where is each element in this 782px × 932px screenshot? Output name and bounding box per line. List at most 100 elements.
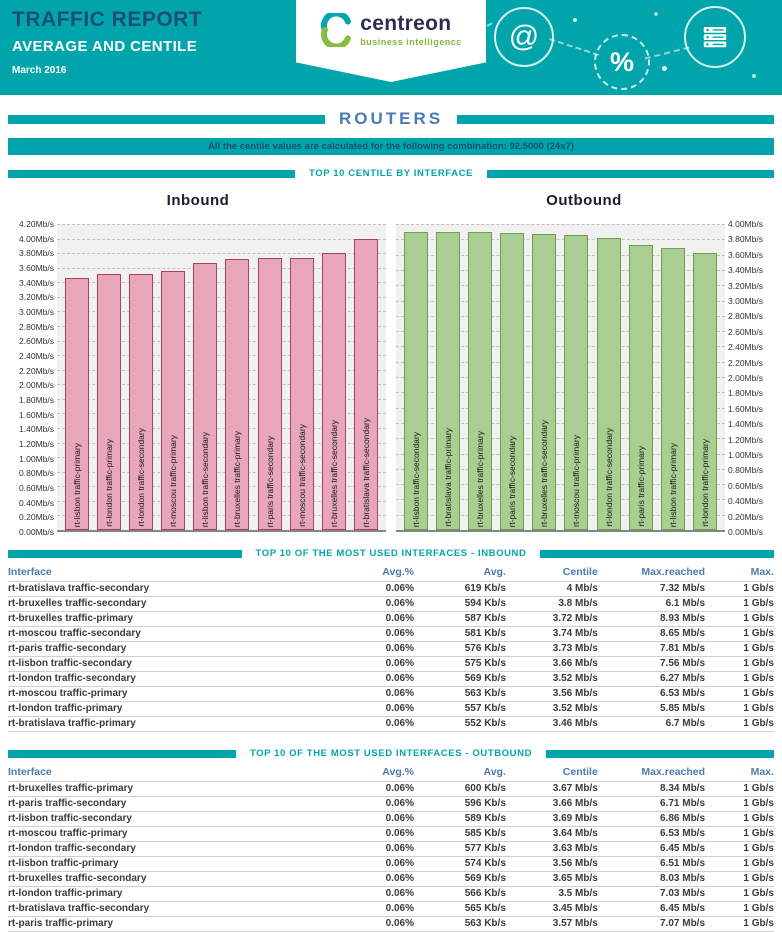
table-row: rt-moscou traffic-primary 0.06% 585 Kb/s 3.… xyxy=(8,826,774,842)
value-cell: 1 Gb/s xyxy=(705,871,774,887)
gridline xyxy=(396,331,725,333)
bar-outbound: rt-paris traffic-primary xyxy=(628,245,653,530)
bar-outbound: rt-bruxelles traffic-primary xyxy=(468,232,493,530)
value-cell: 1 Gb/s xyxy=(705,701,774,717)
bar-label: rt-paris traffic-primary xyxy=(635,446,646,527)
bar-label-wrap: rt-lisbon traffic-primary xyxy=(662,443,684,527)
heading-bar xyxy=(457,114,774,124)
value-cell: 0.06% xyxy=(345,901,414,917)
bar-label: rt-paris traffic-secondary xyxy=(264,435,275,527)
y-axis-label: 3.00Mb/s xyxy=(19,307,54,317)
bar-label-wrap: rt-moscou traffic-secondary xyxy=(291,424,313,527)
y-axis-label: 0.80Mb/s xyxy=(728,465,763,476)
value-cell: 7.81 Mb/s xyxy=(597,641,706,657)
server-icon xyxy=(684,6,746,68)
value-cell: 0.06% xyxy=(345,626,414,642)
gridline xyxy=(396,346,725,348)
gridline xyxy=(396,484,725,486)
value-cell: 589 Kb/s xyxy=(413,811,506,827)
value-cell: 3.72 Mb/s xyxy=(505,611,598,627)
routers-heading: ROUTERS xyxy=(8,109,774,129)
y-axis-label: 0.00Mb/s xyxy=(19,527,54,537)
y-axis: 4.20Mb/s 4.00Mb/s 3.80Mb/s 3.60Mb/s 3.40Mb/s… xyxy=(10,219,57,537)
report-header: TRAFFIC REPORT AVERAGE AND CENTILE March… xyxy=(0,0,782,95)
value-cell: 587 Kb/s xyxy=(413,611,506,627)
chart-title-inbound: Inbound xyxy=(166,192,230,209)
bar-outbound: rt-london traffic-secondary xyxy=(596,237,621,530)
y-axis-label: 0.60Mb/s xyxy=(728,480,763,491)
table-row: rt-bratislava traffic-secondary 0.06% 619 … xyxy=(8,581,774,597)
value-cell: 569 Kb/s xyxy=(413,671,506,687)
heading-bar xyxy=(487,169,775,178)
value-cell: 619 Kb/s xyxy=(413,581,506,597)
gridline xyxy=(57,253,386,255)
table-row: rt-lisbon traffic-secondary 0.06% 575 Kb/s… xyxy=(8,656,774,672)
outbound-table-title: TOP 10 OF THE MOST USED INTERFACES - OUT… xyxy=(249,748,533,759)
bar-outbound: rt-lisbon traffic-primary xyxy=(660,247,685,530)
value-cell: 566 Kb/s xyxy=(413,886,506,902)
column-header: Interface xyxy=(8,766,52,778)
column-header: Interface xyxy=(8,566,52,578)
column-header: Max.reached xyxy=(641,766,706,778)
value-cell: 552 Kb/s xyxy=(413,716,506,732)
y-axis-label: 4.20Mb/s xyxy=(19,219,54,229)
centreon-logo-text: centreon business intelligence xyxy=(360,13,462,47)
value-cell: 3.66 Mb/s xyxy=(505,796,598,812)
y-axis-label: 3.40Mb/s xyxy=(19,277,54,288)
value-cell: 557 Kb/s xyxy=(413,701,506,717)
value-cell: 3.56 Mb/s xyxy=(505,686,598,702)
routers-title: ROUTERS xyxy=(338,109,444,128)
y-axis-label: 2.60Mb/s xyxy=(19,336,54,347)
value-cell: 3.63 Mb/s xyxy=(505,841,598,857)
column-header: Max.reached xyxy=(641,566,706,578)
value-cell: 3.52 Mb/s xyxy=(505,701,598,717)
gridline xyxy=(57,340,386,342)
interface-cell: rt-lisbon traffic-primary xyxy=(8,856,346,872)
y-axis-label: 1.80Mb/s xyxy=(19,395,54,405)
bar-outbound: rt-london traffic-primary xyxy=(692,253,717,530)
brand-tagline: business intelligence xyxy=(360,37,462,47)
bar-inbound: rt-lisbon traffic-primary xyxy=(65,277,90,530)
value-cell: 3.5 Mb/s xyxy=(505,886,598,902)
gridline xyxy=(57,413,386,415)
y-axis-label: 1.60Mb/s xyxy=(728,403,763,414)
bars-group: rt-lisbon traffic-primary rt-london traff… xyxy=(57,224,386,530)
y-axis-label: 3.60Mb/s xyxy=(728,249,763,260)
bar-label-wrap: rt-lisbon traffic-secondary xyxy=(405,432,427,527)
y-axis-label: 3.60Mb/s xyxy=(19,263,54,273)
table-row: rt-london traffic-primary 0.06% 557 Kb/s 3.… xyxy=(8,701,774,717)
table-row: rt-london traffic-primary 0.06% 566 Kb/s 3.… xyxy=(8,886,774,902)
bar-label-wrap: rt-bratislava traffic-secondary xyxy=(355,418,377,527)
gridline xyxy=(57,296,386,298)
table-row: rt-bruxelles traffic-secondary 0.06% 569 K… xyxy=(8,871,774,887)
report-period: March 2016 xyxy=(12,65,67,76)
value-cell: 8.34 Mb/s xyxy=(597,781,706,797)
y-axis-label: 1.60Mb/s xyxy=(19,409,54,420)
y-axis-label: 1.00Mb/s xyxy=(728,450,763,460)
value-cell: 1 Gb/s xyxy=(705,641,774,657)
value-cell: 7.32 Mb/s xyxy=(597,581,706,597)
value-cell: 1 Gb/s xyxy=(705,796,774,812)
gridline xyxy=(396,407,725,409)
value-cell: 8.93 Mb/s xyxy=(597,611,706,627)
y-axis-label: 2.40Mb/s xyxy=(19,351,54,361)
table-row: rt-paris traffic-secondary 0.06% 596 Kb/s 3… xyxy=(8,796,774,812)
y-axis-label: 2.40Mb/s xyxy=(728,342,763,353)
centreon-logo: centreon business intelligence xyxy=(320,10,462,82)
value-cell: 6.45 Mb/s xyxy=(597,841,706,857)
charts-section-title: TOP 10 CENTILE BY INTERFACE xyxy=(309,168,474,179)
value-cell: 0.06% xyxy=(345,781,414,797)
bar-label-wrap: rt-paris traffic-secondary xyxy=(259,436,281,527)
heading-bar xyxy=(540,549,774,558)
chart-body-outbound: rt-lisbon traffic-secondary rt-bratislava… xyxy=(396,219,772,537)
table-row: rt-moscou traffic-secondary 0.06% 581 Kb/s… xyxy=(8,626,774,642)
y-axis-label: 1.80Mb/s xyxy=(728,388,763,399)
value-cell: 3.73 Mb/s xyxy=(505,641,598,657)
gridline xyxy=(396,361,725,363)
gridline xyxy=(396,285,725,287)
column-header: Avg. xyxy=(483,766,506,778)
bar-label: rt-moscou traffic-primary xyxy=(571,435,582,527)
table-header-row: Interface Avg.% Avg. Centile Max.reached Max. xyxy=(8,564,774,582)
gridline xyxy=(396,392,725,394)
y-axis-label: 2.20Mb/s xyxy=(19,365,54,376)
